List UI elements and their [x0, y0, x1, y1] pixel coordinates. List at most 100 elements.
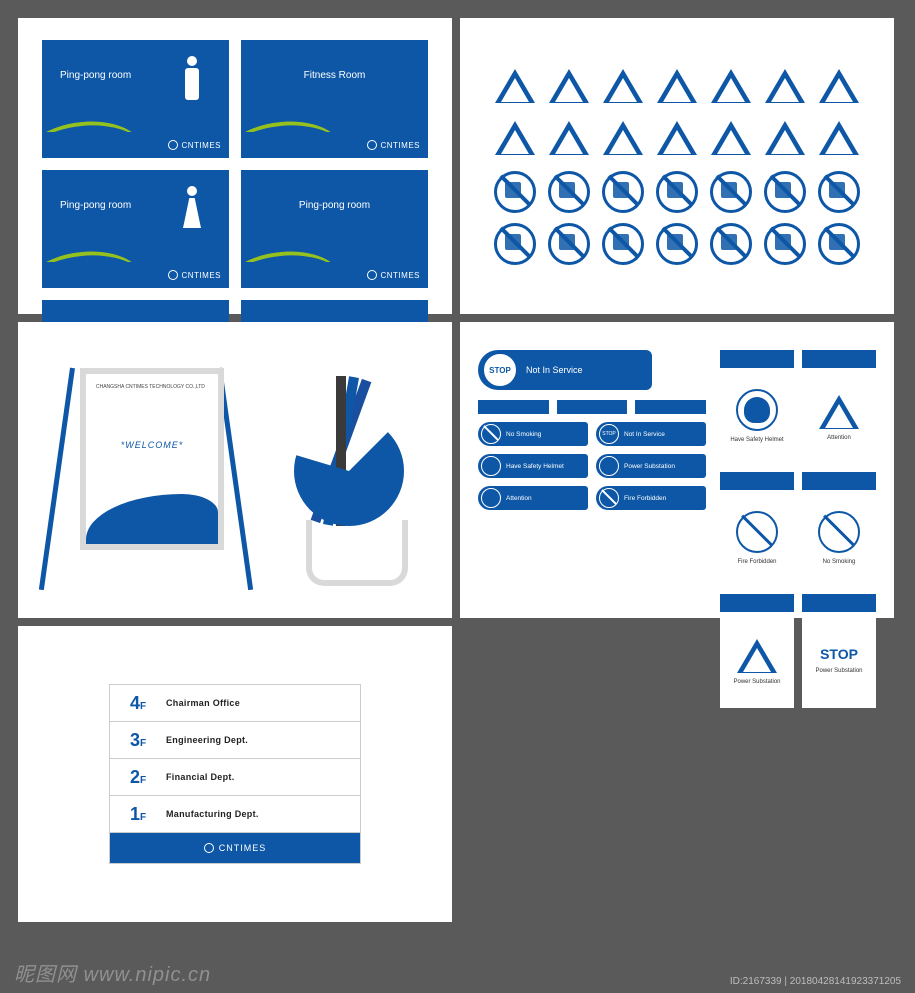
watermark-url: www.nipic.cn	[84, 964, 212, 986]
safety-icon	[600, 65, 646, 111]
warning-triangle-icon	[495, 121, 535, 155]
stop-icon: STOP	[482, 352, 518, 388]
poster-caption: No Smoking	[823, 559, 856, 565]
card-footer: CNTIMES	[42, 132, 229, 158]
helmet-icon	[736, 389, 778, 431]
warning-triangle-icon	[711, 121, 751, 155]
floor-number: 4F	[110, 693, 166, 714]
floor-label: Financial Dept.	[166, 772, 235, 782]
safety-tag: Attention	[478, 486, 588, 510]
safety-tag: No Smoking	[478, 422, 588, 446]
stop-icon: STOP	[599, 424, 619, 444]
safety-icon	[654, 169, 700, 215]
welcome-text: *WELCOME*	[86, 440, 218, 450]
card-footer: CNTIMES	[241, 132, 428, 158]
safety-icon	[762, 65, 808, 111]
safety-icon	[600, 117, 646, 163]
safety-icon	[708, 65, 754, 111]
safety-icon	[762, 169, 808, 215]
safety-poster: Have Safety Helmet	[720, 350, 794, 464]
warning-triangle-icon	[549, 121, 589, 155]
warning-triangle-icon	[711, 69, 751, 103]
safety-icon	[708, 117, 754, 163]
sign-base	[306, 520, 408, 586]
card-title: Fitness Room	[241, 70, 428, 81]
brand-label: CNTIMES	[182, 271, 222, 280]
warn-icon	[819, 395, 859, 429]
card-title: Ping-pong room	[60, 200, 131, 211]
safety-poster: Fire Forbidden	[720, 472, 794, 586]
tiny-sign	[478, 400, 549, 414]
safety-poster: STOPPower Substation	[802, 594, 876, 708]
safety-icon	[816, 65, 862, 111]
tag-label: Fire Forbidden	[624, 495, 666, 502]
logo-icon	[367, 270, 377, 280]
watermark-site: 昵图网	[14, 964, 77, 986]
floor-directory: 4FChairman Office3FEngineering Dept.2FFi…	[109, 684, 361, 864]
prohibition-circle-icon	[602, 223, 644, 265]
safety-icon	[708, 221, 754, 267]
bolt-icon	[599, 456, 619, 476]
panel-sign-assortment: STOP Not In Service No Smoking STOP Not In…	[460, 322, 894, 618]
no-smoking-icon	[481, 424, 501, 444]
person-female-icon	[181, 186, 203, 234]
floor-label: Engineering Dept.	[166, 735, 248, 745]
warning-triangle-icon	[765, 69, 805, 103]
panel-welcome-stand: CHANGSHA CNTIMES TECHNOLOGY CO.,LTD *WEL…	[18, 322, 452, 618]
safety-tag: Power Substation	[596, 454, 706, 478]
watermark-id: ID:2167339 | 20180428141923371205	[730, 976, 901, 987]
safety-icon	[816, 169, 862, 215]
rotating-sign	[266, 376, 426, 586]
tiny-sign	[635, 400, 706, 414]
tiny-bar-row	[478, 400, 706, 414]
poster-caption: Have Safety Helmet	[730, 437, 783, 443]
safety-icon	[762, 117, 808, 163]
floor-row: 4FChairman Office	[110, 685, 360, 722]
tag-label: Have Safety Helmet	[506, 463, 564, 470]
safety-icon	[654, 221, 700, 267]
logo-icon	[367, 140, 377, 150]
helmet-icon	[481, 456, 501, 476]
stop-pill-label: Not In Service	[526, 365, 583, 375]
warning-triangle-icon	[657, 121, 697, 155]
easel-board: CHANGSHA CNTIMES TECHNOLOGY CO.,LTD *WEL…	[80, 368, 224, 550]
brand-label: CNTIMES	[182, 141, 222, 150]
prohibition-circle-icon	[602, 171, 644, 213]
safety-icon	[654, 65, 700, 111]
safety-icon	[492, 169, 538, 215]
safety-tag: Have Safety Helmet	[478, 454, 588, 478]
prohibition-circle-icon	[710, 223, 752, 265]
warning-triangle-icon	[657, 69, 697, 103]
tag-label: Not In Service	[624, 431, 665, 438]
poster-grid: Have Safety Helmet AttentionFire Forbidde…	[720, 350, 876, 708]
safety-icon	[708, 169, 754, 215]
prohibition-circle-icon	[494, 223, 536, 265]
prohibition-circle-icon	[656, 171, 698, 213]
brand-label: CNTIMES	[381, 271, 421, 280]
directory-footer: CNTIMES	[110, 833, 360, 863]
floor-label: Manufacturing Dept.	[166, 809, 259, 819]
panel-safety-icons	[460, 18, 894, 314]
room-card: Ping-pong room CNTIMES	[241, 170, 428, 288]
fire-icon	[736, 511, 778, 553]
poster-caption: Power Substation	[733, 679, 780, 685]
safety-poster: Attention	[802, 350, 876, 464]
warn-icon	[481, 488, 501, 508]
tag-label: No Smoking	[506, 431, 541, 438]
card-title: Ping-pong room	[241, 200, 428, 211]
safety-poster: No Smoking	[802, 472, 876, 586]
safety-icon	[546, 169, 592, 215]
easel-wave	[86, 494, 218, 544]
warning-triangle-icon	[603, 121, 643, 155]
tag-label: Power Substation	[624, 463, 675, 470]
room-card: Ping-pong room CNTIMES	[42, 170, 229, 288]
floor-number: 3F	[110, 730, 166, 751]
prohibition-circle-icon	[656, 223, 698, 265]
safety-icon	[546, 65, 592, 111]
safety-poster: Power Substation	[720, 594, 794, 708]
safety-icon	[762, 221, 808, 267]
warning-triangle-icon	[495, 69, 535, 103]
prohibition-circle-icon	[548, 171, 590, 213]
prohibition-circle-icon	[818, 171, 860, 213]
warning-triangle-icon	[819, 121, 859, 155]
